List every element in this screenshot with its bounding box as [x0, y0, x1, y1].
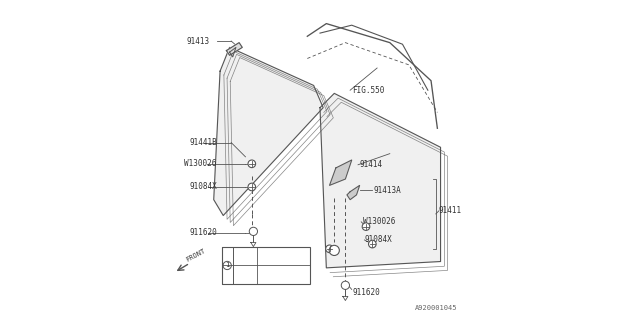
Text: 911620: 911620: [353, 288, 380, 297]
Polygon shape: [214, 47, 323, 215]
Polygon shape: [347, 185, 360, 200]
Text: 91084X: 91084X: [364, 236, 392, 244]
Text: 91413A: 91413A: [373, 186, 401, 195]
Text: FRONT: FRONT: [185, 248, 207, 263]
Polygon shape: [227, 43, 243, 55]
Polygon shape: [330, 160, 352, 185]
Bar: [221, 247, 310, 284]
Circle shape: [369, 240, 376, 248]
Bar: [221, 247, 233, 284]
Circle shape: [329, 245, 339, 255]
Text: 91413: 91413: [187, 36, 210, 45]
Text: W140045: W140045: [234, 272, 264, 277]
Circle shape: [248, 160, 255, 168]
Circle shape: [249, 227, 257, 236]
Text: 91441B: 91441B: [190, 138, 218, 147]
Circle shape: [362, 223, 370, 230]
Text: W140019: W140019: [234, 253, 264, 259]
Text: <'05MY0408->: <'05MY0408->: [258, 272, 309, 277]
Text: W130026: W130026: [184, 159, 216, 168]
Text: 91414: 91414: [360, 160, 383, 169]
Text: 911620: 911620: [190, 228, 218, 237]
Circle shape: [341, 281, 349, 289]
Text: A920001045: A920001045: [415, 305, 458, 310]
Polygon shape: [320, 93, 440, 268]
Text: FIG.550: FIG.550: [352, 86, 384, 95]
Circle shape: [326, 245, 333, 252]
Text: 1: 1: [332, 247, 337, 253]
Text: W130026: W130026: [363, 217, 396, 226]
Text: 91084X: 91084X: [190, 182, 218, 191]
Circle shape: [248, 183, 255, 191]
Text: <-'05MY0407>: <-'05MY0407>: [258, 253, 309, 259]
Text: 91411: 91411: [439, 206, 462, 215]
Text: 1: 1: [225, 262, 229, 268]
